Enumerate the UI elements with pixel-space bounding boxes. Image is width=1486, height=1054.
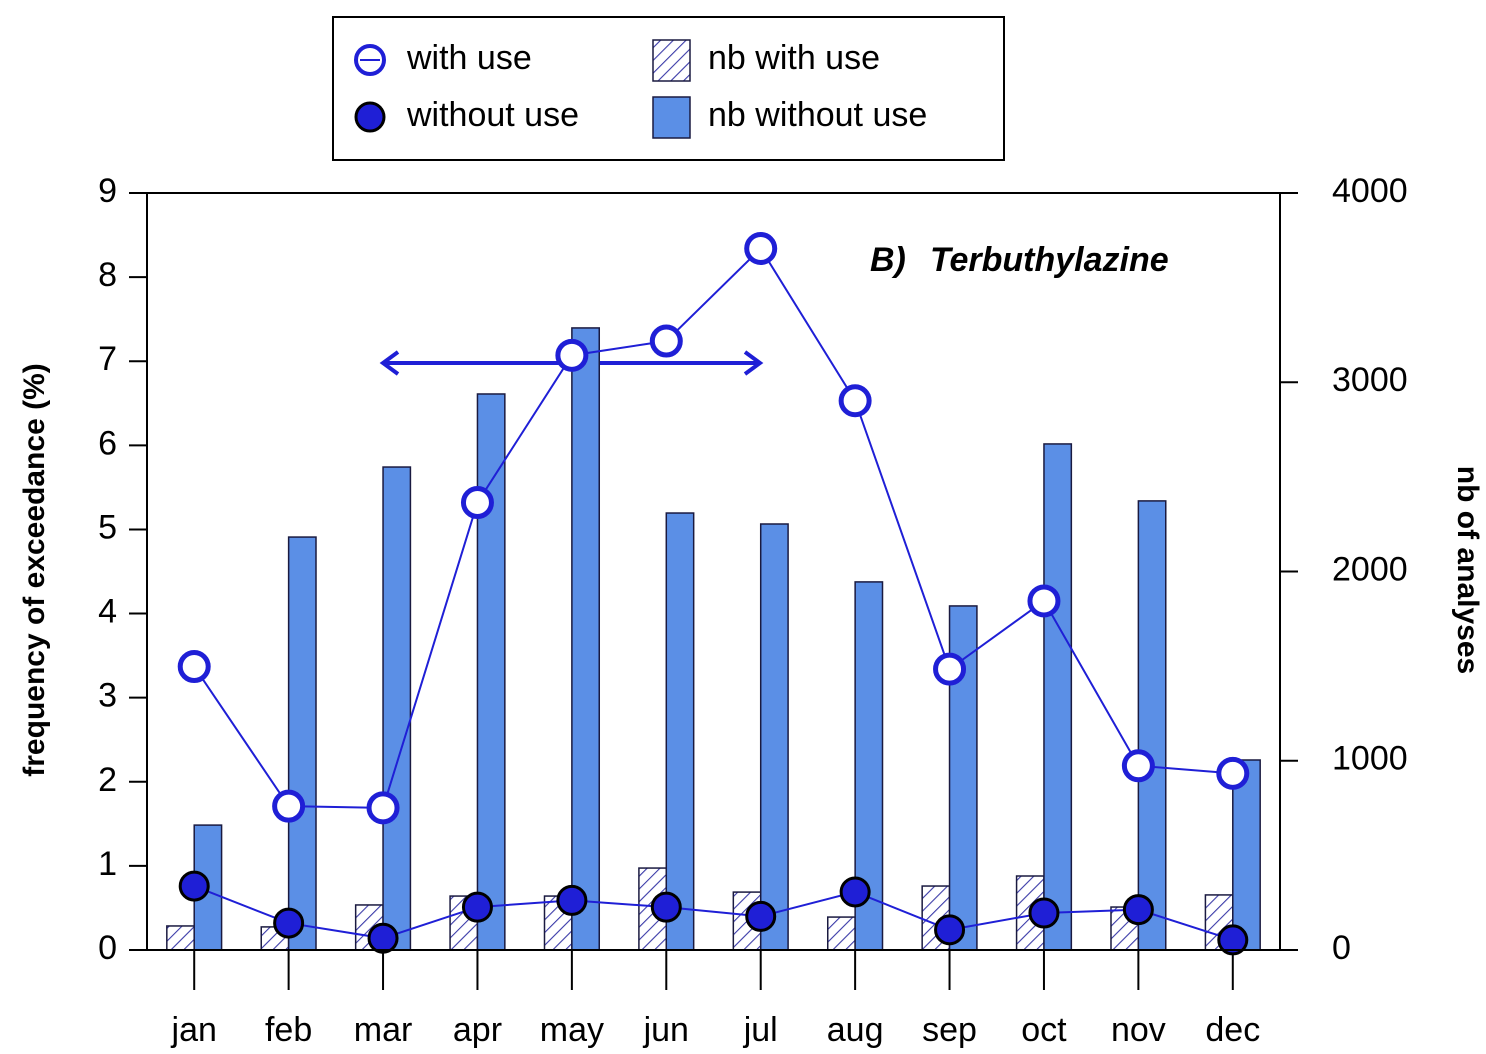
marker: [1122, 894, 1154, 926]
x-tick-label: dec: [1205, 1011, 1260, 1049]
panel-label: B): [870, 241, 906, 279]
legend-marker: [354, 101, 386, 133]
y2-axis-label: nb of analyses: [1451, 466, 1484, 674]
x-tick-label: jun: [643, 1011, 689, 1049]
x-tick-label: nov: [1111, 1011, 1166, 1049]
marker: [838, 384, 872, 418]
marker: [366, 791, 400, 825]
legend-label: nb with use: [708, 39, 880, 77]
marker: [1121, 749, 1155, 783]
legend-label: without use: [406, 96, 579, 134]
marker: [745, 900, 777, 932]
y-tick-label: 7: [98, 340, 117, 378]
marker: [178, 870, 210, 902]
bar: [287, 536, 317, 951]
x-tick-label: may: [540, 1011, 604, 1049]
marker: [555, 338, 589, 372]
y-axis-label: frequency of exceedance (%): [18, 363, 51, 776]
x-tick-label: mar: [354, 1011, 413, 1049]
line: [193, 246, 1233, 809]
bar: [1043, 443, 1073, 951]
y-tick-label: 2: [98, 761, 117, 799]
bar: [476, 393, 506, 951]
marker: [934, 914, 966, 946]
marker: [933, 652, 967, 686]
y-tick-label: 9: [98, 172, 117, 210]
marker: [1027, 584, 1061, 618]
marker: [461, 891, 493, 923]
y-tick-label: 0: [98, 929, 117, 967]
marker: [273, 907, 305, 939]
marker: [1217, 924, 1249, 956]
marker: [744, 232, 778, 266]
bar: [826, 916, 856, 951]
legend-swatch: [652, 39, 691, 82]
annotation: Terbuthylazine: [930, 241, 1169, 279]
bar: [759, 523, 789, 951]
y-tick-label: 3: [98, 677, 117, 715]
x-tick-label: aug: [827, 1011, 884, 1049]
x-tick-label: sep: [922, 1011, 977, 1049]
legend-swatch: [652, 96, 691, 139]
marker: [177, 650, 211, 684]
x-tick-label: jul: [743, 1011, 778, 1049]
x-tick-label: oct: [1021, 1011, 1067, 1049]
marker: [1028, 897, 1060, 929]
line: [193, 885, 1234, 941]
x-tick-label: jan: [171, 1011, 217, 1049]
marker: [272, 789, 306, 823]
marker: [649, 324, 683, 358]
x-tick-label: feb: [265, 1011, 312, 1049]
bar: [1137, 500, 1167, 951]
marker: [839, 876, 871, 908]
y-tick-label: 6: [98, 424, 117, 462]
bar: [571, 327, 601, 951]
y2-tick-label: 0: [1332, 929, 1351, 967]
bar: [665, 512, 695, 951]
y2-tick-label: 2000: [1332, 550, 1408, 588]
marker: [1216, 756, 1250, 790]
y-tick-label: 8: [98, 256, 117, 294]
legend-label: nb without use: [708, 96, 927, 134]
y-tick-label: 4: [98, 593, 117, 631]
marker: [650, 891, 682, 923]
y2-tick-label: 4000: [1332, 172, 1408, 210]
y-tick-label: 1: [98, 845, 117, 883]
bar: [382, 466, 412, 951]
marker: [460, 486, 494, 520]
legend-label: with use: [406, 39, 532, 77]
marker: [556, 884, 588, 916]
marker: [367, 922, 399, 954]
x-tick-label: apr: [453, 1011, 502, 1049]
y2-tick-label: 1000: [1332, 740, 1408, 778]
bar: [166, 925, 195, 951]
y2-tick-label: 3000: [1332, 361, 1408, 399]
y-tick-label: 5: [98, 508, 117, 546]
